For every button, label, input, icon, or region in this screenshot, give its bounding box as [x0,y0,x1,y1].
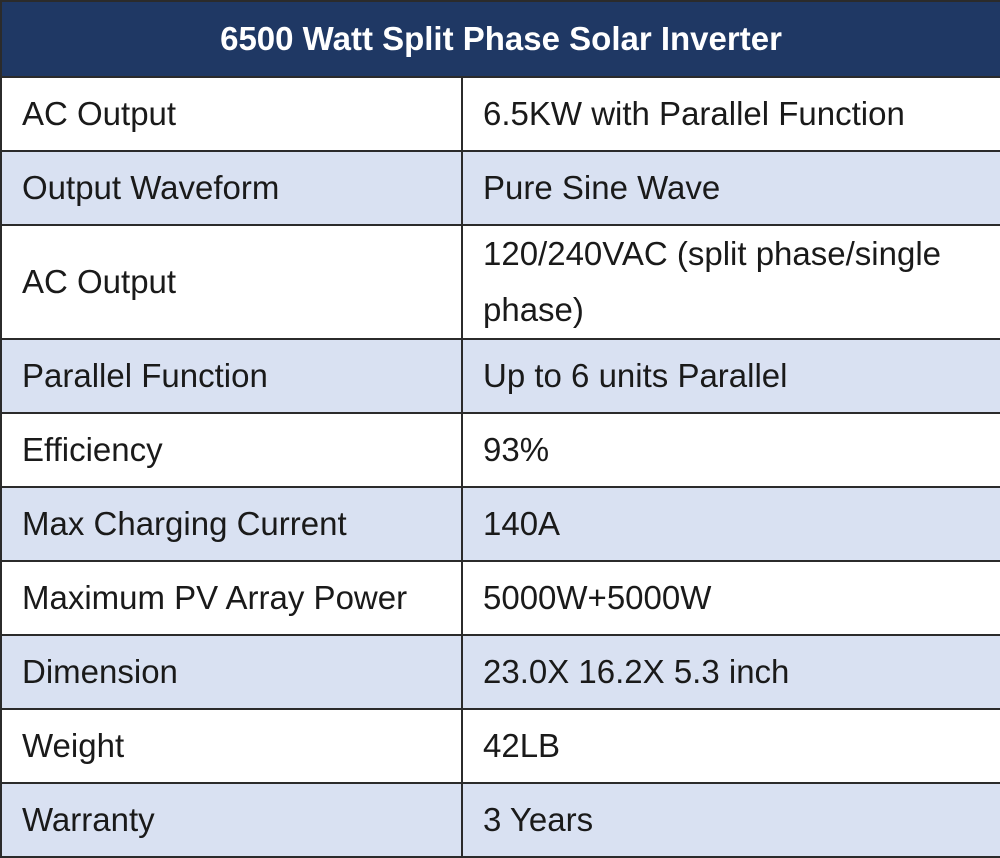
spec-label: Warranty [0,782,463,858]
spec-value: Pure Sine Wave [460,150,1000,226]
spec-value: 6.5KW with Parallel Function [460,76,1000,152]
table-row: Output Waveform Pure Sine Wave [0,150,1000,226]
spec-label: Dimension [0,634,463,711]
spec-label: AC Output [0,76,463,152]
spec-value: 23.0X 16.2X 5.3 inch [460,634,1000,711]
spec-label: AC Output [0,223,463,341]
table-row: Weight 42LB [0,708,1000,785]
spec-value: 5000W+5000W [460,560,1000,637]
spec-label: Maximum PV Array Power [0,560,463,637]
table-header-row: 6500 Watt Split Phase Solar Inverter [0,0,1000,78]
spec-value: Up to 6 units Parallel [460,338,1000,415]
table-row: Maximum PV Array Power 5000W+5000W [0,560,1000,637]
table-row: Dimension 23.0X 16.2X 5.3 inch [0,634,1000,711]
table-row: AC Output 120/240VAC (split phase/single… [0,223,1000,341]
spec-value: 140A [460,486,1000,563]
spec-value: 3 Years [460,782,1000,858]
spec-value: 120/240VAC (split phase/single phase) [460,223,1000,341]
spec-value: 93% [460,412,1000,489]
spec-label: Weight [0,708,463,785]
spec-value: 42LB [460,708,1000,785]
table-title: 6500 Watt Split Phase Solar Inverter [0,0,1000,78]
table-row: AC Output 6.5KW with Parallel Function [0,76,1000,152]
table-row: Warranty 3 Years [0,782,1000,858]
spec-label: Parallel Function [0,338,463,415]
spec-label: Max Charging Current [0,486,463,563]
spec-label: Efficiency [0,412,463,489]
table-row: Efficiency 93% [0,412,1000,489]
table-row: Parallel Function Up to 6 units Parallel [0,338,1000,415]
spec-label: Output Waveform [0,150,463,226]
table-row: Max Charging Current 140A [0,486,1000,563]
